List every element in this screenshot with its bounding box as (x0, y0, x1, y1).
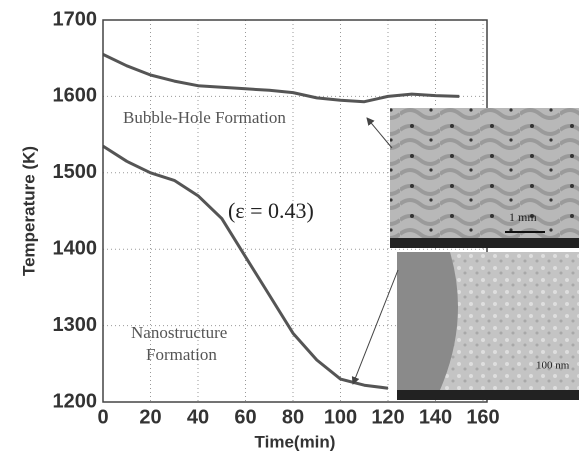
scale-strip (397, 390, 579, 400)
annotation: Formation (146, 345, 217, 364)
y-tick-label: 1600 (53, 85, 98, 107)
x-tick-label: 100 (324, 406, 357, 428)
scale-strip (390, 238, 579, 248)
micrograph (390, 108, 579, 248)
x-tick-label: 40 (187, 406, 209, 428)
micrograph-shade (397, 252, 458, 390)
y-tick-label: 1500 (53, 161, 98, 183)
scale-label: 100 nm (536, 360, 570, 372)
x-tick-label: 140 (419, 406, 452, 428)
y-tick-label: 1300 (53, 314, 98, 336)
x-tick-label: 20 (139, 406, 161, 428)
arrow (351, 269, 399, 385)
x-tick-label: 120 (371, 406, 404, 428)
y-axis-title: Temperature (K) (19, 146, 38, 276)
x-tick-label: 160 (466, 406, 499, 428)
annotation: Bubble-Hole Formation (123, 108, 286, 127)
annotation: Nanostructure (131, 323, 227, 342)
y-tick-label: 1700 (53, 8, 98, 30)
data-line (102, 144, 389, 390)
annotation: (ε = 0.43) (228, 198, 314, 223)
data-line (102, 53, 460, 104)
scale-label: 1 mm (509, 210, 537, 224)
x-tick-label: 60 (234, 406, 256, 428)
y-tick-label: 1200 (53, 390, 98, 412)
x-tick-label: 0 (97, 406, 108, 428)
x-axis-title: Time(min) (255, 432, 336, 451)
arrow (366, 117, 393, 149)
y-tick-label: 1400 (53, 237, 98, 259)
x-tick-label: 80 (282, 406, 304, 428)
